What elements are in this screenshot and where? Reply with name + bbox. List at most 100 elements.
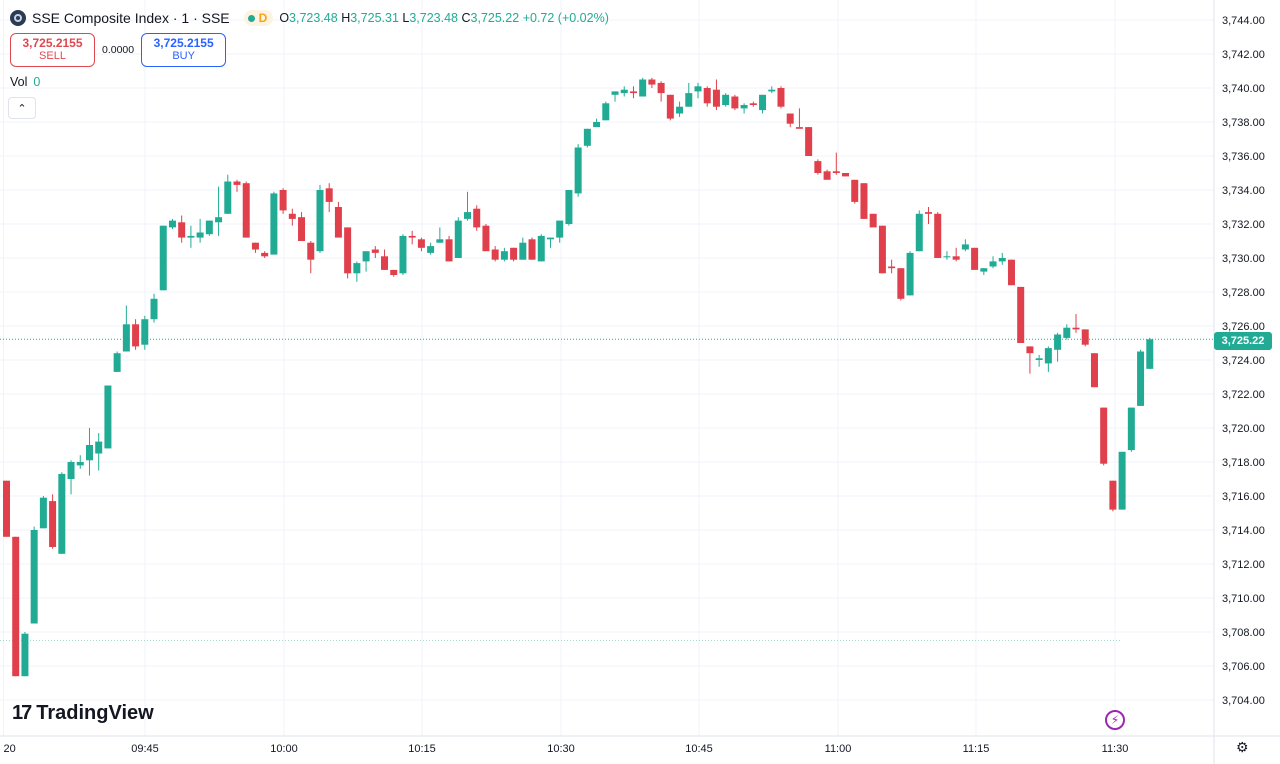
candle-body	[141, 319, 149, 345]
candle	[676, 101, 684, 117]
candle	[168, 218, 176, 230]
candle	[777, 86, 785, 109]
symbol-title[interactable]: SSE Composite Index · 1 · SSE	[32, 10, 230, 26]
time-tick-label: 11:30	[1102, 743, 1129, 755]
time-tick-label: 10:30	[547, 743, 575, 755]
candle-body	[842, 173, 850, 177]
candle-body	[1054, 334, 1062, 350]
candle-body	[205, 220, 213, 235]
candle-body	[869, 213, 877, 228]
candle	[196, 218, 204, 243]
candle-body	[961, 244, 969, 250]
candle-body	[132, 324, 140, 347]
candle-body	[1109, 480, 1117, 510]
candle	[371, 246, 379, 258]
candle	[251, 242, 259, 253]
candle-body	[21, 633, 29, 677]
price-tick-label: 3,730.00	[1222, 253, 1265, 265]
status-badge-letter: D	[258, 11, 268, 25]
candle	[205, 220, 213, 236]
price-axis: 3,704.00 3,706.00 3,708.00 3,710.00 3,712.00…	[1213, 0, 1265, 764]
candle-body	[546, 237, 554, 240]
change-value: +0.72 (+0.02%)	[522, 11, 609, 25]
buy-price: 3,725.2155	[153, 36, 214, 50]
candle-body	[897, 268, 905, 299]
candle	[215, 186, 223, 236]
grid-lines	[0, 0, 1214, 736]
candle	[270, 191, 278, 255]
price-tick-label: 3,712.00	[1222, 559, 1265, 571]
candle	[1017, 286, 1025, 343]
candle	[178, 215, 186, 243]
candle	[593, 118, 601, 128]
candle	[1026, 346, 1034, 374]
price-tick-label: 3,706.00	[1222, 661, 1265, 673]
time-tick-label: 20	[4, 743, 16, 755]
low-label: L	[402, 11, 410, 25]
price-tick-label: 3,732.00	[1222, 219, 1265, 231]
high-label: H	[341, 11, 351, 25]
candle-body	[565, 190, 573, 224]
candle	[998, 252, 1006, 265]
candle	[722, 93, 730, 107]
candle-body	[344, 227, 352, 274]
candle-body	[777, 88, 785, 107]
candle-body	[648, 79, 656, 85]
candle	[408, 230, 416, 245]
candle-body	[1100, 407, 1108, 464]
candle-body	[381, 256, 389, 270]
candle	[685, 82, 693, 107]
candle-body	[749, 103, 757, 105]
candle-body	[823, 171, 831, 180]
sell-label: SELL	[39, 50, 66, 62]
candle-body	[270, 193, 278, 255]
sell-button[interactable]: 3,725.2155 SELL	[10, 33, 95, 67]
volume-label: Vol	[10, 75, 28, 89]
candle-body	[104, 385, 112, 449]
candle	[786, 113, 794, 128]
candle-body	[39, 497, 47, 529]
time-tick-label: 10:00	[270, 743, 298, 755]
price-tick-label: 3,714.00	[1222, 525, 1265, 537]
candle-body	[676, 106, 684, 114]
lightning-icon[interactable]: ⚡︎	[1105, 710, 1125, 730]
market-status-badge[interactable]: D	[243, 10, 274, 26]
candle	[30, 526, 38, 624]
candle-body	[1063, 327, 1071, 338]
tradingview-logo[interactable]: 17 TradingView	[12, 702, 154, 725]
candle-body	[795, 127, 803, 129]
candle-body	[334, 207, 342, 238]
price-tick-label: 3,734.00	[1222, 185, 1265, 197]
candle-body	[178, 222, 186, 238]
tradingview-wordmark: TradingView	[36, 702, 154, 724]
volume-legend[interactable]: Vol 0	[10, 75, 40, 89]
candle	[159, 225, 167, 291]
candle-body	[113, 353, 121, 372]
candle	[583, 128, 591, 148]
candle	[298, 212, 306, 241]
candle	[934, 212, 942, 258]
gear-icon[interactable]: ⚙︎	[1236, 739, 1249, 755]
candle	[860, 183, 868, 219]
last-price-label: 3,725.22	[1214, 332, 1272, 350]
candle	[399, 234, 407, 275]
candle-body	[67, 462, 75, 479]
price-tick-label: 3,704.00	[1222, 695, 1265, 707]
price-tick-label: 3,738.00	[1222, 117, 1265, 129]
candle-body	[639, 79, 647, 97]
candle	[1137, 349, 1145, 406]
time-tick-label: 11:00	[825, 743, 852, 755]
candle	[482, 224, 490, 252]
candles	[3, 77, 1154, 677]
candle-body	[980, 268, 988, 272]
candle	[1109, 480, 1117, 512]
candle	[12, 536, 20, 677]
chevron-up-icon[interactable]: ⌃	[8, 97, 36, 119]
candle	[528, 237, 536, 260]
candle	[1100, 407, 1108, 466]
candle	[473, 205, 481, 231]
tradingview-mark-icon: 17	[12, 702, 32, 724]
candle	[233, 179, 241, 192]
buy-button[interactable]: 3,725.2155 BUY	[141, 33, 227, 67]
